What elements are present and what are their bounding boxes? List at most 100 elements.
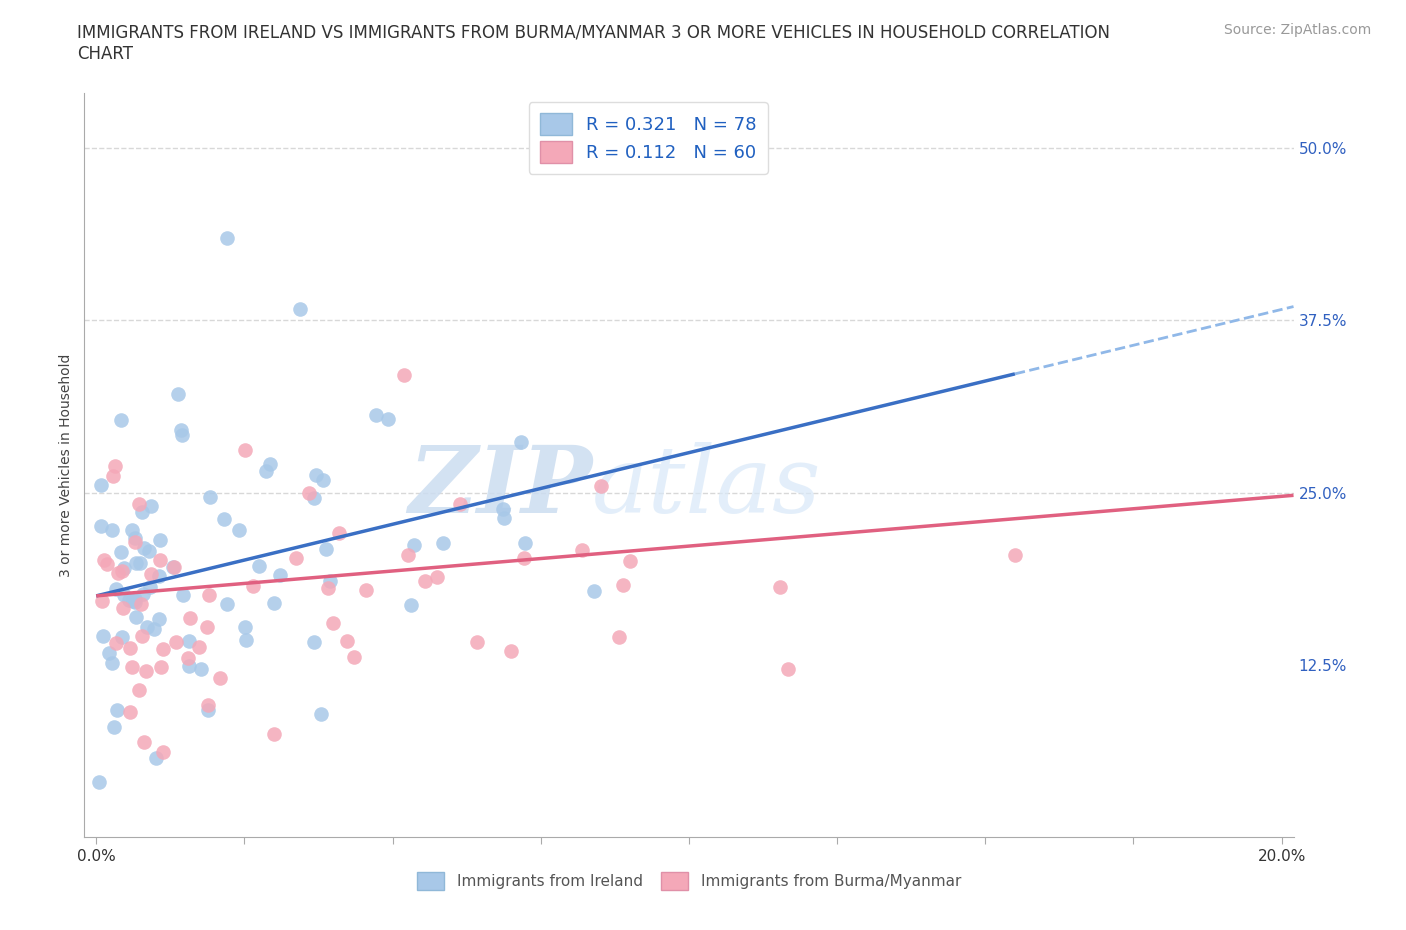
Point [501,644,523,658]
Point [311,707,333,722]
Point [356,582,378,597]
Point [135,620,157,635]
Text: atlas: atlas [592,443,821,532]
Point [179,658,201,673]
Point [103,719,125,734]
Point [769,579,792,594]
Point [425,569,447,584]
Point [343,650,366,665]
Point [288,301,311,316]
Point [90,477,112,492]
Point [111,564,134,578]
Point [105,702,128,717]
Point [118,705,141,720]
Point [465,634,488,649]
Point [118,641,141,656]
Point [124,594,146,609]
Point [510,434,533,449]
Point [302,490,325,505]
Point [233,620,256,635]
Point [494,511,516,525]
Point [139,567,162,582]
Point [607,630,630,644]
Point [195,619,218,634]
Point [124,530,146,545]
Point [148,569,170,584]
Point [128,683,150,698]
Point [364,408,387,423]
Point [152,642,174,657]
Point [619,554,641,569]
Point [124,591,146,606]
Point [432,536,454,551]
Point [142,622,165,637]
Point [172,588,194,603]
Point [121,523,143,538]
Point [269,567,291,582]
Point [110,545,132,560]
Point [101,656,124,671]
Point [107,565,129,580]
Point [197,702,219,717]
Text: Source: ZipAtlas.com: Source: ZipAtlas.com [1223,23,1371,37]
Point [162,560,184,575]
Point [1004,547,1026,562]
Point [132,734,155,749]
Point [148,611,170,626]
Point [150,659,173,674]
Point [132,541,155,556]
Point [93,552,115,567]
Point [228,523,250,538]
Point [305,468,328,483]
Point [328,525,350,540]
Point [139,579,162,594]
Point [187,640,209,655]
Point [166,386,188,401]
Point [209,671,232,685]
Point [89,775,111,790]
Point [111,630,134,644]
Point [242,578,264,593]
Text: CHART: CHART [77,45,134,62]
Point [776,661,799,676]
Point [415,574,437,589]
Point [571,542,593,557]
Point [612,578,634,592]
Point [215,597,238,612]
Point [132,587,155,602]
Point [312,473,335,488]
Point [512,551,534,566]
Point [377,411,399,426]
Point [172,427,194,442]
Point [177,650,200,665]
Point [285,551,308,565]
Point [298,485,321,500]
Point [129,597,152,612]
Point [233,443,256,458]
Point [190,662,212,677]
Point [582,583,605,598]
Point [404,538,426,552]
Point [322,616,344,631]
Point [162,560,184,575]
Point [122,593,145,608]
Point [259,457,281,472]
Point [197,698,219,712]
Point [145,751,167,766]
Point [129,555,152,570]
Point [215,231,238,246]
Point [104,635,127,650]
Point [449,497,471,512]
Point [165,634,187,649]
Point [152,745,174,760]
Point [118,592,141,607]
Point [110,412,132,427]
Point [591,479,613,494]
Y-axis label: 3 or more Vehicles in Household: 3 or more Vehicles in Household [59,353,73,577]
Point [336,634,359,649]
Point [263,596,285,611]
Point [139,498,162,513]
Point [315,541,337,556]
Point [124,535,146,550]
Point [235,632,257,647]
